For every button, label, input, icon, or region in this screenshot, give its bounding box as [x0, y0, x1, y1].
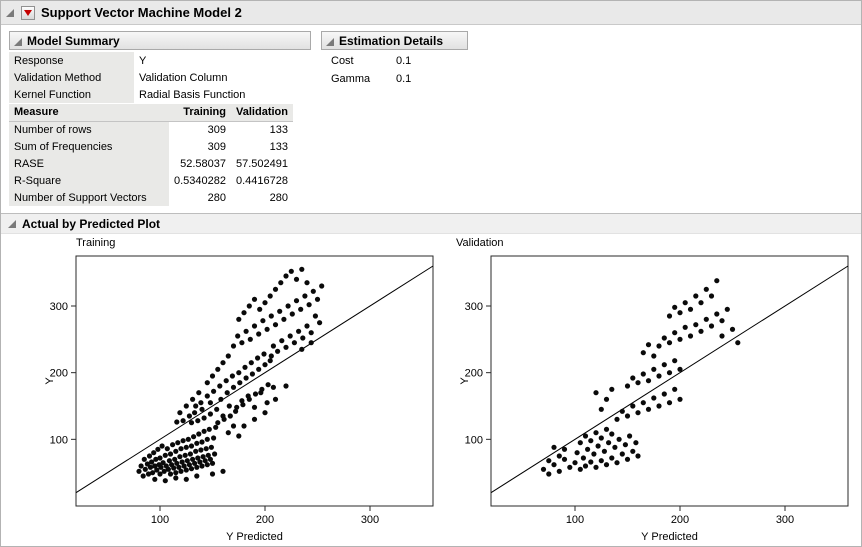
parameter-row: Cost 0.1: [321, 52, 411, 70]
plot-section-title: Actual by Predicted Plot: [22, 216, 161, 231]
training-value: 52.58037: [180, 157, 226, 170]
training-value: 309: [207, 140, 226, 153]
svg-text:300: 300: [465, 301, 483, 313]
svg-text:200: 200: [671, 514, 689, 526]
svg-text:300: 300: [50, 301, 68, 313]
disclosure-triangle-icon[interactable]: [325, 36, 335, 46]
model-summary-table: Measure Training Validation Number of ro…: [9, 104, 293, 206]
report-title-bar: Support Vector Machine Model 2: [1, 1, 861, 25]
svg-text:Y Predicted: Y Predicted: [641, 531, 698, 543]
training-value: 0.5340282: [174, 174, 226, 187]
validation-value: 0.4416728: [236, 174, 288, 187]
validation-value: 133: [269, 123, 288, 136]
validation-value: 133: [269, 140, 288, 153]
training-plot-title: Training: [76, 237, 116, 249]
info-value: Validation Column: [139, 71, 228, 84]
info-row: Kernel Function Radial Basis Function: [9, 86, 250, 103]
svg-text:100: 100: [50, 434, 68, 446]
parameter-value: 0.1: [396, 55, 412, 67]
validation-plot-title: Validation: [456, 237, 504, 249]
measure-label: Number of rows: [9, 121, 169, 138]
svg-text:200: 200: [465, 368, 483, 380]
disclosure-triangle-icon[interactable]: [7, 219, 17, 229]
info-label: Kernel Function: [9, 86, 134, 103]
validation-plot-group: Validation 100 200 300 100 200 300 Y Predicted…: [456, 237, 861, 546]
table-row: Number of rows 309 133: [9, 121, 293, 138]
model-summary-title: Model Summary: [27, 33, 120, 48]
info-row: Validation Method Validation Column: [9, 69, 250, 86]
svg-text:200: 200: [50, 368, 68, 380]
training-value: 309: [207, 123, 226, 136]
estimation-details-header[interactable]: Estimation Details: [321, 31, 468, 50]
model-summary-header[interactable]: Model Summary: [9, 31, 311, 50]
svg-text:100: 100: [566, 514, 584, 526]
parameter-label: Gamma: [331, 73, 371, 85]
estimation-details-title: Estimation Details: [339, 33, 444, 48]
info-value: Y: [139, 54, 147, 67]
info-label: Validation Method: [9, 69, 134, 86]
table-header-row: Measure Training Validation: [9, 104, 293, 122]
measure-label: R-Square: [9, 172, 169, 189]
validation-value: 57.502491: [236, 157, 288, 170]
column-header: Measure: [9, 104, 169, 122]
training-scatter-plot[interactable]: 100 200 300 100 200 300 Y Predicted Y: [41, 254, 446, 546]
disclosure-triangle-icon[interactable]: [5, 8, 15, 18]
svg-text:300: 300: [361, 514, 379, 526]
svg-text:Y: Y: [44, 377, 56, 385]
measure-label: Number of Support Vectors: [9, 189, 169, 206]
table-row: Number of Support Vectors 280 280: [9, 189, 293, 206]
validation-scatter-plot[interactable]: 100 200 300 100 200 300 Y Predicted Y: [456, 254, 861, 546]
parameter-value: 0.1: [396, 73, 412, 85]
table-row: RASE 52.58037 57.502491: [9, 155, 293, 172]
info-row: Response Y: [9, 52, 250, 69]
svg-text:100: 100: [465, 434, 483, 446]
actual-by-predicted-header[interactable]: Actual by Predicted Plot: [1, 213, 861, 234]
measure-label: Sum of Frequencies: [9, 138, 169, 155]
parameter-label: Cost: [331, 55, 354, 67]
report-title: Support Vector Machine Model 2: [41, 5, 242, 20]
red-triangle-menu-icon[interactable]: [21, 5, 35, 20]
training-plot-group: Training 100 200 300 100 200 300 Y Predicted Y: [41, 237, 446, 546]
svg-text:Y: Y: [459, 377, 471, 385]
svg-text:300: 300: [776, 514, 794, 526]
validation-value: 280: [269, 191, 288, 204]
info-label: Response: [9, 52, 134, 69]
svg-text:100: 100: [151, 514, 169, 526]
parameter-row: Gamma 0.1: [321, 70, 411, 88]
table-row: R-Square 0.5340282 0.4416728: [9, 172, 293, 189]
training-value: 280: [207, 191, 226, 204]
table-row: Sum of Frequencies 309 133: [9, 138, 293, 155]
svg-text:200: 200: [256, 514, 274, 526]
estimation-details-table: Cost 0.1 Gamma 0.1: [321, 52, 411, 88]
column-header: Training: [169, 104, 231, 122]
disclosure-triangle-icon[interactable]: [13, 36, 23, 46]
column-header: Validation: [231, 104, 293, 122]
model-summary-info: Response Y Validation Method Validation …: [9, 52, 250, 103]
info-value: Radial Basis Function: [139, 88, 246, 101]
measure-label: RASE: [9, 155, 169, 172]
svg-text:Y Predicted: Y Predicted: [226, 531, 283, 543]
